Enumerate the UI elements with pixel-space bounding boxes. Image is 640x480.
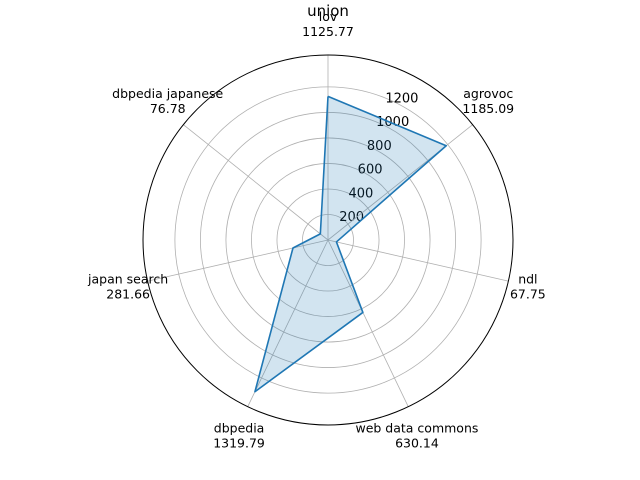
- grid-spoke: [327, 239, 509, 282]
- axis-category-label: web data commons: [355, 421, 478, 436]
- axis-value-label: 1125.77: [302, 24, 354, 39]
- grid-spoke: [247, 239, 329, 407]
- axis-category-label: japan search: [87, 272, 168, 287]
- series-area: [254, 96, 447, 392]
- axis-category-label: ndl: [518, 272, 537, 287]
- radial-tick-label: 200: [339, 210, 364, 225]
- axis-value-label: 67.75: [510, 287, 546, 302]
- chart-title: union: [307, 2, 349, 20]
- grid-spoke: [147, 239, 329, 282]
- grid-spoke: [183, 124, 329, 241]
- polar-frame: [142, 54, 514, 426]
- axis-value-label: 1185.09: [462, 101, 514, 116]
- axis-category-label: dbpedia: [214, 421, 265, 436]
- radial-tick-label: 1200: [385, 91, 418, 106]
- radial-tick-label: 800: [367, 139, 392, 154]
- axis-value-label: 281.66: [106, 287, 150, 302]
- grid-spoke: [327, 239, 409, 407]
- axis-value-label: 630.14: [395, 436, 439, 451]
- axis-category-label: dbpedia japanese: [112, 86, 223, 101]
- axis-category-label: agrovoc: [463, 86, 513, 101]
- axis-value-label: 76.78: [150, 101, 186, 116]
- radial-tick-label: 400: [348, 186, 373, 201]
- series-line: [254, 95, 448, 393]
- grid-spoke: [327, 124, 473, 241]
- axis-category-label: lov: [319, 9, 338, 24]
- axis-value-label: 1319.79: [213, 436, 265, 451]
- radial-tick-label: 600: [358, 163, 383, 178]
